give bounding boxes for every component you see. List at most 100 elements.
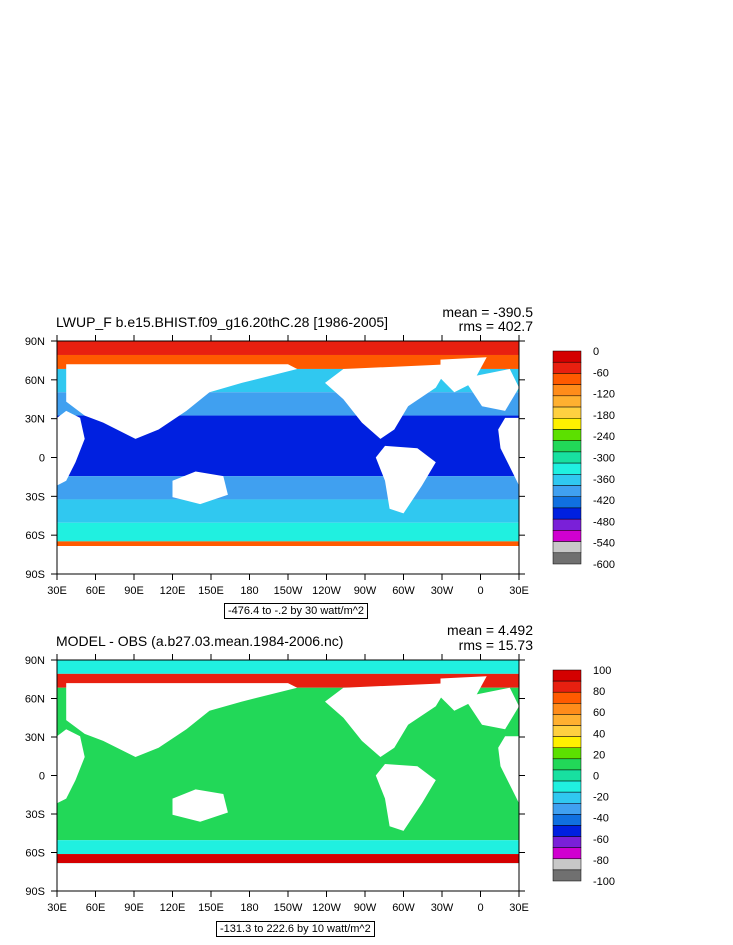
map-plot: 30E 60E 90E 120E 150E 180 150W 120W 90W 60W 30W 0 30… <box>25 654 529 914</box>
x-tick-label: 30W <box>431 902 454 914</box>
colorbar-swatch <box>552 803 582 815</box>
colorbar-swatch <box>552 714 582 726</box>
colorbar-label: -20 <box>593 792 609 804</box>
x-tick-label: 90E <box>124 585 144 597</box>
colorbar-label: -480 <box>593 516 615 528</box>
colorbar-swatch <box>552 736 582 748</box>
land-mask <box>57 546 519 574</box>
ocean-band <box>57 673 519 688</box>
land-mask <box>463 687 519 730</box>
y-tick-label: 0 <box>39 453 45 465</box>
panel-title: LWUP_F b.e15.BHIST.f09_g16.20thC.28 [198… <box>56 314 389 330</box>
colorbar-swatch <box>552 725 582 737</box>
x-tick-label: 0 <box>477 902 483 914</box>
x-tick-label: 30E <box>509 902 529 914</box>
x-tick-label: 150W <box>274 585 303 597</box>
land-mask <box>66 683 298 757</box>
y-tick-label: 60S <box>25 848 45 860</box>
y-tick-label: 30N <box>25 414 45 426</box>
colorbar-swatch <box>552 769 582 782</box>
colorbar-swatch <box>552 869 582 882</box>
land-mask <box>325 364 450 439</box>
ocean-band <box>57 854 519 864</box>
colorbar-label: 0 <box>593 346 599 358</box>
y-tick-label: 90N <box>25 655 45 667</box>
mean-label: mean = 4.492 <box>446 622 533 638</box>
ocean-band <box>57 877 519 891</box>
x-tick-label: 60E <box>86 585 106 597</box>
y-tick-label: 60N <box>25 694 45 706</box>
colorbar-label: -60 <box>593 834 609 846</box>
x-tick-label: 30E <box>509 585 529 597</box>
ocean-band <box>57 687 519 841</box>
colorbar-label: -120 <box>593 389 615 401</box>
plot-frame <box>56 659 520 892</box>
colorbar-label: -100 <box>593 876 615 888</box>
land-mask <box>66 364 298 439</box>
colorbar-label: -600 <box>593 559 615 571</box>
colorbar-label: 60 <box>593 707 605 719</box>
colorbar-swatch <box>552 791 582 804</box>
colorbar-swatch <box>552 680 582 693</box>
land-mask <box>57 410 85 486</box>
land-mask <box>375 764 436 831</box>
y-tick-label: 30S <box>25 809 45 821</box>
x-tick-label: 60W <box>392 585 415 597</box>
colorbar-label: -420 <box>593 495 615 507</box>
colorbar-swatch <box>552 758 582 771</box>
colorbar: 0 -60 -120 -180 -240 -300 -360 -420 -480 -540 -600 <box>552 346 615 571</box>
land-mask <box>463 369 519 411</box>
y-tick-label: 90N <box>25 336 45 348</box>
colorbar-label: 0 <box>593 771 599 783</box>
x-tick-label: 150E <box>198 902 224 914</box>
ocean-band <box>57 660 519 674</box>
mean-label: mean = -390.5 <box>442 304 533 320</box>
ocean-band <box>57 863 519 878</box>
colorbar-label: -60 <box>593 367 609 379</box>
colorbar-swatch <box>552 780 582 793</box>
land-mask <box>440 357 487 393</box>
x-tick-label: 60E <box>86 902 106 914</box>
land-mask <box>498 736 519 804</box>
colorbar-label: -360 <box>593 474 615 486</box>
land-mask <box>375 445 436 514</box>
y-tick-label: 90S <box>25 886 45 898</box>
x-tick-label: 150W <box>274 902 303 914</box>
ocean-band <box>57 840 519 855</box>
colorbar-swatch <box>552 836 582 848</box>
colorbar-label: -180 <box>593 410 615 422</box>
x-tick-label: 90W <box>354 902 377 914</box>
x-tick-label: 120E <box>160 902 186 914</box>
range-label: -131.3 to 222.6 by 10 watt/m^2 <box>216 921 375 937</box>
colorbar-label: -540 <box>593 538 615 550</box>
x-tick-label: 120W <box>312 585 341 597</box>
x-tick-label: 180 <box>240 902 258 914</box>
colorbar-swatch <box>552 703 582 715</box>
colorbar-label: 20 <box>593 749 605 761</box>
x-tick-label: 30W <box>431 585 454 597</box>
land-mask <box>325 683 450 757</box>
panel-lwup: LWUP_F b.e15.BHIST.f09_g16.20thC.28 [198… <box>25 304 615 619</box>
x-tick-label: 150E <box>198 585 224 597</box>
colorbar-label: 100 <box>593 665 611 677</box>
x-tick-label: 30E <box>47 902 67 914</box>
colorbar-label: -80 <box>593 855 609 867</box>
lwup-map-chart: 30E 60E 90E 120E 150E 180 150W 120W 90W 60W 30W 0 30… <box>25 335 615 597</box>
x-tick-label: 120E <box>160 585 186 597</box>
y-tick-label: 30N <box>25 732 45 744</box>
rms-label: rms = 15.73 <box>458 637 533 653</box>
x-tick-label: 90E <box>124 902 144 914</box>
colorbar-swatch <box>552 847 582 860</box>
colorbar-swatch <box>552 691 582 704</box>
colorbar-label: 40 <box>593 728 605 740</box>
colorbar-swatch <box>552 747 582 760</box>
land-mask <box>172 471 228 505</box>
y-tick-label: 30S <box>25 491 45 503</box>
panel-title: MODEL - OBS (a.b27.03.mean.1984-2006.nc) <box>56 633 344 649</box>
land-mask <box>172 789 228 822</box>
x-tick-label: 90W <box>354 585 377 597</box>
y-tick-label: 60S <box>25 530 45 542</box>
map-plot: 30E 60E 90E 120E 150E 180 150W 120W 90W 60W 30W 0 30… <box>25 335 529 597</box>
